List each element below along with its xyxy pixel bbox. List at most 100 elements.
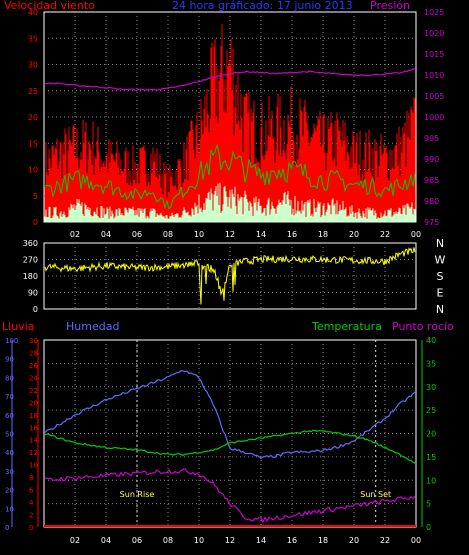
direction-tick-label: 270 [23,256,38,265]
pressure-tick-label: 990 [424,155,439,164]
compass-label: N [436,303,444,316]
rain-tick-label: 12 [29,449,38,457]
direction-tick-label: 360 [23,239,38,248]
temperature-tick-label: 0 [426,523,431,532]
sunrise-label: Sun Rise [120,490,155,499]
x-tick-label: 10 [194,230,204,239]
pressure-tick-label: 1000 [424,113,444,122]
temperature-tick-label: 35 [426,359,436,368]
x-tick-label: 14 [256,536,266,545]
pressure-tick-label: 1005 [424,92,444,101]
rain-axis-title: Lluvia [2,320,35,333]
rain-tick-label: 8 [29,474,33,482]
rain-tick-label: 2 [29,512,33,520]
rain-tick-label: 14 [29,437,38,445]
pressure-axis-title: Presión [370,0,410,12]
temperature-tick-label: 10 [426,476,436,485]
wind-speed-axis-title: Velocidad viento [4,0,95,12]
x-tick-label: 06 [132,230,142,239]
temperature-tick-label: 20 [426,430,436,439]
pressure-tick-label: 995 [424,134,439,143]
climate-plot-area [43,339,417,528]
humidity-line [44,370,416,459]
compass-label: E [437,287,444,300]
direction-tick-label: 180 [23,272,38,281]
pressure-tick-label: 975 [424,218,439,227]
sunset-label: Sun Set [360,490,391,499]
wind-direction-line [44,247,416,305]
x-tick-label: 08 [163,230,173,239]
x-tick-label: 22 [380,536,390,545]
direction-tick-label: 90 [28,289,38,298]
rain-tick-label: 20 [29,399,38,407]
dew-point-line [44,468,416,524]
compass-label: W [435,254,446,267]
humidity-tick-label: 10 [5,505,14,513]
rain-tick-label: 18 [29,412,38,420]
x-tick-label: 10 [194,536,204,545]
pressure-tick-label: 1020 [424,29,444,38]
x-tick-label: 22 [380,230,390,239]
wind-speed-tick-label: 20 [28,113,38,122]
temperature-tick-label: 25 [426,406,436,415]
x-tick-label: 00 [411,230,421,239]
x-tick-label: 02 [70,536,80,545]
temperature-line [44,429,416,464]
direction-tick-label: 0 [33,305,38,314]
humidity-axis-title: Humedad [66,320,120,333]
wind-average-line [44,143,416,210]
humidity-tick-label: 20 [5,487,14,495]
x-tick-label: 02 [70,230,80,239]
rain-tick-label: 26 [29,362,38,370]
x-tick-label: 12 [225,536,235,545]
humidity-tick-label: 50 [5,431,14,439]
wind-min-series [44,182,416,222]
chart-title: 24 hora gráficado: 17 junio 2013 [172,0,353,12]
wind-speed-tick-label: 25 [28,87,38,96]
x-tick-label: 18 [318,536,328,545]
rain-tick-label: 6 [29,487,34,495]
pressure-tick-label: 1025 [424,8,444,17]
rain-tick-label: 10 [29,462,38,470]
rain-tick-label: 0 [29,524,33,532]
wind-speed-tick-label: 15 [28,139,38,148]
rain-tick-label: 22 [29,387,38,395]
pressure-tick-label: 985 [424,176,439,185]
x-tick-label: 14 [256,230,266,239]
humidity-tick-label: 80 [5,374,14,382]
temperature-tick-label: 40 [426,336,436,345]
humidity-tick-label: 70 [5,393,14,401]
compass-label: S [437,270,444,283]
rain-tick-label: 24 [29,374,38,382]
temperature-tick-label: 5 [426,500,431,509]
wind-speed-tick-label: 10 [28,166,38,175]
x-tick-label: 20 [349,536,359,545]
temperature-tick-label: 30 [426,383,436,392]
pressure-tick-label: 1010 [424,71,444,80]
temperature-axis-title: Temperatura [312,320,382,333]
x-tick-label: 18 [318,230,328,239]
rain-tick-label: 30 [29,337,38,345]
pressure-tick-label: 1015 [424,50,444,59]
x-tick-label: 08 [163,536,173,545]
rain-tick-label: 4 [29,499,34,507]
wind-speed-tick-label: 35 [28,34,38,43]
humidity-tick-label: 0 [5,524,9,532]
dew-point-axis-title: Punto rocío [392,320,454,333]
temperature-tick-label: 15 [426,453,436,462]
wind-speed-tick-label: 40 [28,8,38,17]
pressure-line [44,68,416,91]
x-tick-label: 16 [287,536,297,545]
wind-speed-tick-label: 30 [28,61,38,70]
humidity-tick-label: 60 [5,412,14,420]
rain-tick-label: 28 [29,349,38,357]
wind-speed-tick-label: 0 [33,218,38,227]
x-tick-label: 04 [101,230,111,239]
x-tick-label: 06 [132,536,142,545]
x-tick-label: 00 [411,536,421,545]
x-tick-label: 16 [287,230,297,239]
humidity-tick-label: 100 [5,337,18,345]
x-tick-label: 12 [225,230,235,239]
